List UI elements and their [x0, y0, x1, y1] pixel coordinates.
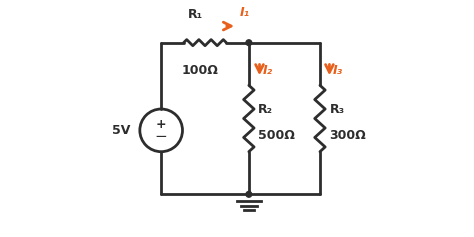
- Circle shape: [246, 40, 252, 46]
- Text: +: +: [156, 118, 166, 131]
- Text: 5V: 5V: [112, 124, 130, 137]
- Text: R₁: R₁: [188, 8, 203, 21]
- Text: R₃: R₃: [329, 103, 345, 115]
- Circle shape: [246, 191, 252, 197]
- Text: I₁: I₁: [239, 6, 249, 19]
- Text: R₂: R₂: [258, 103, 273, 115]
- Text: I₂: I₂: [263, 64, 273, 77]
- Text: 500Ω: 500Ω: [258, 129, 295, 141]
- Text: I₃: I₃: [333, 64, 343, 77]
- Text: −: −: [155, 129, 167, 144]
- Text: 300Ω: 300Ω: [329, 129, 366, 141]
- Text: 100Ω: 100Ω: [182, 64, 219, 77]
